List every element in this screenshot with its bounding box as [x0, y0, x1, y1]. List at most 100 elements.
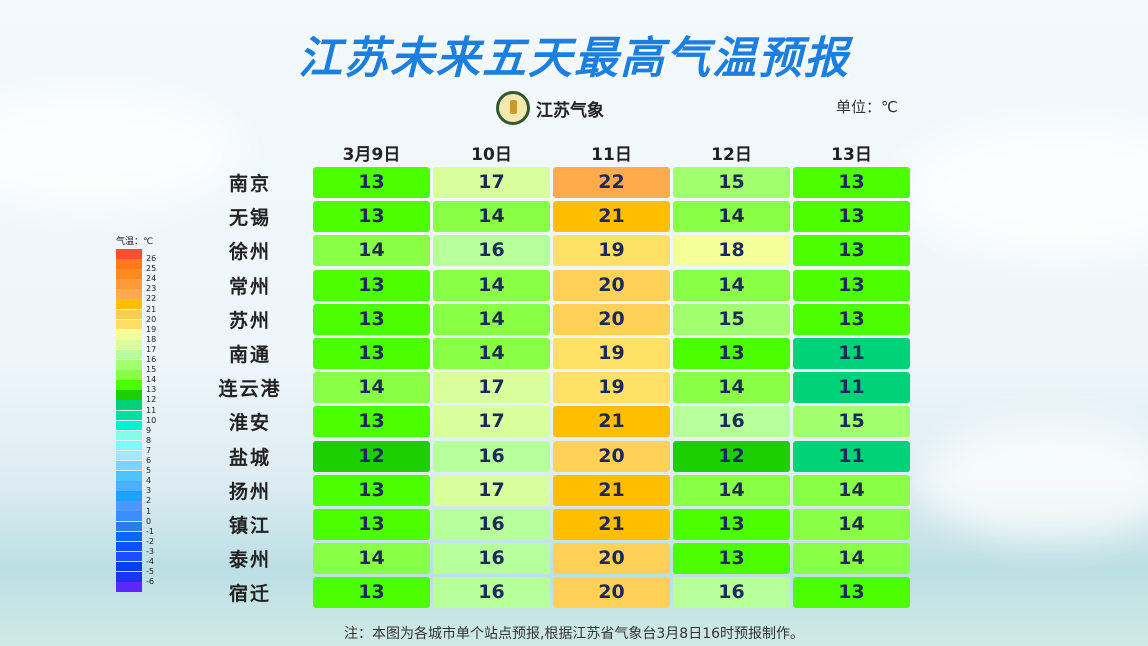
temperature-cell: 19 [553, 372, 670, 404]
legend-label: 8 [146, 435, 152, 445]
temperature-cell: 19 [553, 235, 670, 267]
legend-swatch [116, 329, 142, 340]
city-label: 镇江 [228, 515, 271, 537]
temperature-cell: 17 [433, 474, 550, 506]
temperature-cell: 16 [433, 440, 550, 472]
temperature-cell: 11 [793, 372, 910, 404]
legend-swatch [116, 390, 142, 400]
legend-swatch [116, 450, 142, 461]
legend-swatch [116, 400, 142, 410]
legend-label: 22 [146, 294, 157, 304]
city-label: 苏州 [228, 309, 271, 332]
city-label: 无锡 [228, 207, 271, 230]
legend-swatch [116, 349, 142, 360]
temperature-cell: 16 [433, 235, 550, 267]
legend-swatch [116, 339, 142, 350]
legend-label: 11 [146, 405, 157, 415]
temperature-cell: 14 [793, 543, 910, 575]
temperature-cell: 14 [313, 543, 430, 575]
legend-swatch [116, 249, 142, 259]
temperature-cell: 20 [553, 440, 670, 472]
legend-label: 4 [146, 476, 152, 486]
logo: 江苏气象 [496, 91, 604, 125]
temperature-cell: 20 [553, 269, 670, 301]
legend-swatch [116, 471, 142, 481]
temperature-cell: 13 [673, 543, 790, 575]
temperature-cell: 14 [313, 372, 430, 404]
temperature-cell: 12 [673, 440, 790, 472]
legend-swatch [116, 551, 142, 562]
legend-label: 12 [146, 395, 157, 405]
temperature-cell: 14 [673, 372, 790, 404]
legend-label: 24 [146, 274, 157, 284]
temperature-cell: 20 [553, 303, 670, 335]
city-label: 常州 [228, 275, 271, 298]
temperature-cell: 13 [673, 509, 790, 540]
temperature-cell: 13 [793, 167, 910, 198]
legend-swatch [116, 541, 142, 552]
legend-swatch [116, 380, 142, 390]
city-label: 徐州 [228, 241, 271, 264]
temperature-cell: 13 [793, 303, 910, 335]
temperature-cell: 13 [793, 577, 910, 609]
legend-swatch [116, 511, 142, 521]
city-label: 泰州 [228, 549, 271, 572]
column-header: 10日 [471, 145, 512, 165]
legend-label: 18 [146, 334, 157, 344]
legend-label: 14 [146, 375, 157, 385]
temperature-cell: 14 [433, 303, 550, 335]
legend-swatch [116, 370, 142, 380]
temperature-cell: 21 [553, 201, 670, 233]
legend-swatch [116, 410, 142, 420]
legend-label: 0 [146, 516, 152, 526]
footnote: 注：本图为各城市单个站点预报,根据江苏省气象台3月8日16时预报制作。 [343, 626, 805, 642]
legend-swatch [116, 360, 142, 370]
temperature-cell: 17 [433, 167, 550, 198]
temperature-cell: 14 [433, 201, 550, 233]
legend-swatch [116, 531, 142, 542]
temperature-cell: 16 [433, 577, 550, 609]
temperature-cell: 19 [553, 338, 670, 369]
legend-label: -2 [146, 536, 154, 546]
legend-swatch [116, 309, 142, 320]
legend-label: 5 [146, 466, 152, 476]
legend-swatch [116, 491, 142, 501]
temperature-cell: 14 [673, 269, 790, 301]
temperature-cell: 17 [433, 372, 550, 404]
column-header: 13日 [831, 145, 872, 165]
temperature-cell: 13 [313, 509, 430, 540]
legend-swatch [116, 521, 142, 532]
legend-swatch [116, 319, 142, 330]
legend-label: 7 [146, 445, 152, 455]
legend-label: 21 [146, 304, 157, 314]
temperature-cell: 16 [433, 509, 550, 540]
city-label: 淮安 [228, 412, 271, 435]
temperature-cell: 22 [553, 167, 670, 198]
legend-label: 25 [146, 264, 157, 274]
legend-label: 13 [146, 385, 157, 395]
temperature-cell: 14 [673, 474, 790, 506]
temperature-cell: 13 [673, 338, 790, 369]
legend-swatch [116, 420, 142, 431]
legend-label: 16 [146, 355, 157, 364]
color-legend: 气温：℃ 26 25 24 23 22 21 20 19 18 17 16 15 14 13 12 11 10 9 8… [116, 234, 157, 592]
legend-swatch [116, 572, 142, 582]
legend-swatch [116, 440, 142, 451]
temperature-cell: 15 [673, 303, 790, 335]
logo-seal-icon [496, 91, 530, 125]
temperature-cell: 15 [673, 167, 790, 198]
temperature-cell: 21 [553, 406, 670, 438]
temperature-cell: 17 [433, 406, 550, 438]
logo-text: 江苏气象 [536, 100, 604, 121]
temperature-cell: 14 [673, 201, 790, 233]
legend-label: 23 [146, 284, 157, 294]
temperature-cell: 13 [313, 474, 430, 506]
city-label: 扬州 [228, 480, 271, 503]
legend-label: -5 [146, 567, 154, 577]
legend-swatch [116, 430, 142, 441]
legend-label: -1 [146, 526, 154, 536]
temperature-cell: 14 [433, 269, 550, 301]
city-label: 连云港 [218, 378, 282, 401]
legend-title: 气温：℃ [116, 237, 154, 247]
city-label: 盐城 [228, 446, 271, 469]
